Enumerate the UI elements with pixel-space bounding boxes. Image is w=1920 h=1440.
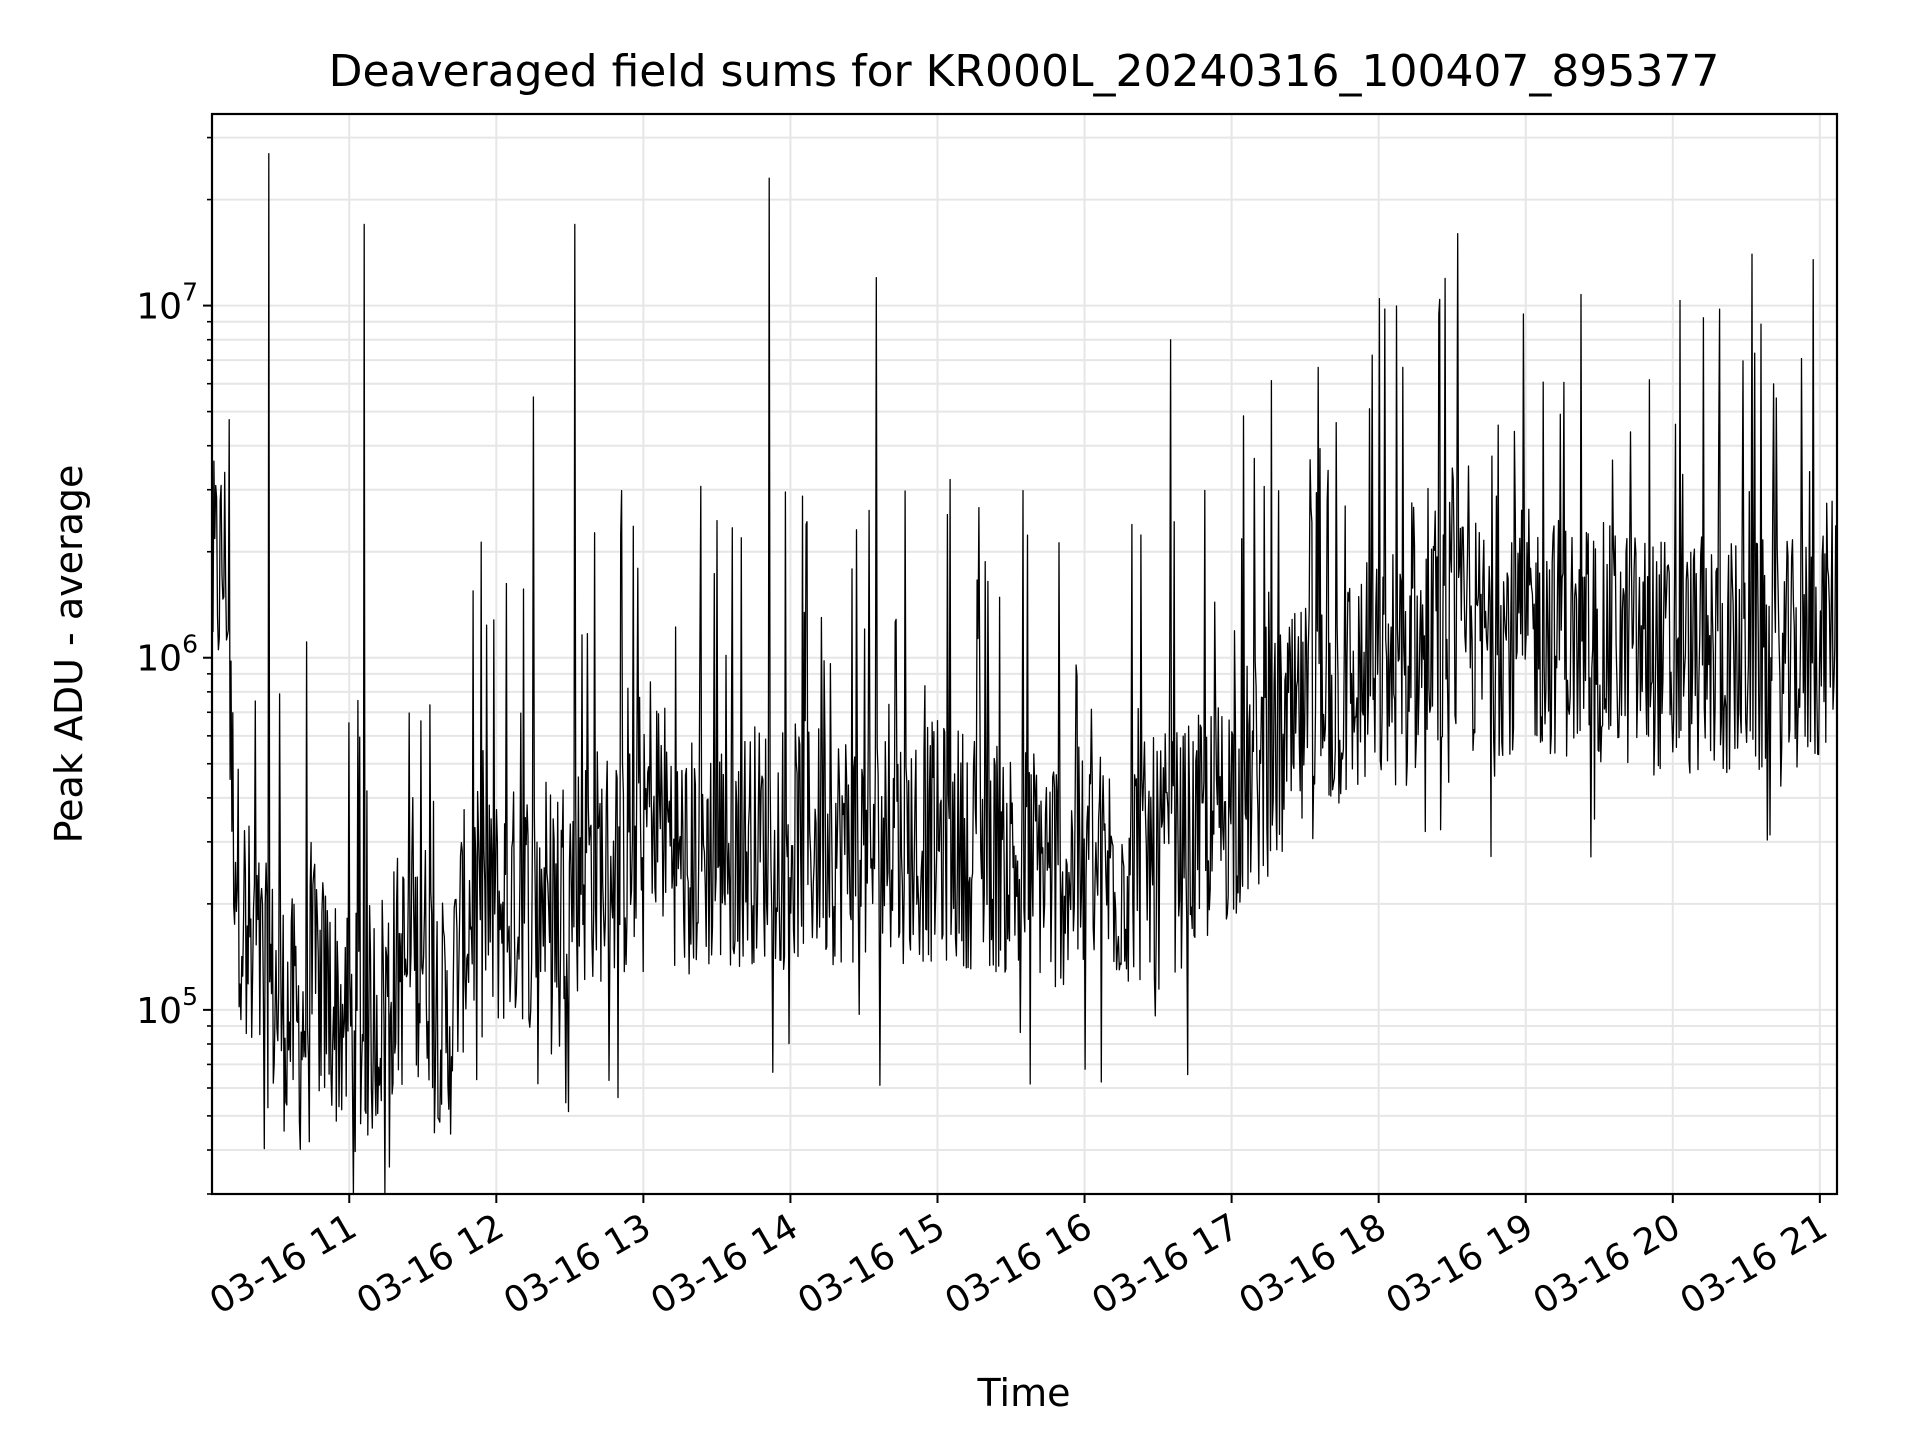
y-axis-label: Peak ADU - average	[47, 465, 91, 844]
x-tick-label: 03-16 13	[497, 1206, 658, 1322]
y-tick-label: 105	[136, 982, 198, 1032]
grid	[212, 114, 1837, 1195]
x-tick-label: 03-16 20	[1527, 1206, 1688, 1322]
x-tick-label: 03-16 16	[938, 1206, 1099, 1322]
x-tick-label: 03-16 14	[644, 1206, 805, 1322]
x-tick-label: 03-16 18	[1232, 1206, 1393, 1322]
x-tick-label: 03-16 19	[1380, 1206, 1541, 1322]
series-layer	[212, 153, 1837, 1195]
x-tick-label: 03-16 17	[1085, 1206, 1246, 1322]
y-tick-label: 106	[136, 630, 198, 680]
x-tick-label: 03-16 11	[203, 1206, 364, 1322]
x-tick-label: 03-16 15	[791, 1206, 952, 1322]
x-tick-label: 03-16 21	[1674, 1206, 1835, 1322]
series-line	[212, 153, 1837, 1195]
plot-frame	[210, 112, 1839, 1196]
chart-title: Deaveraged field sums for KR000L_2024031…	[329, 46, 1720, 97]
y-axis-ticks: 105 106 107	[136, 136, 212, 1195]
y-tick-label: 107	[136, 278, 198, 328]
x-tick-label: 03-16 12	[350, 1206, 511, 1322]
x-axis-label: Time	[977, 1371, 1071, 1415]
